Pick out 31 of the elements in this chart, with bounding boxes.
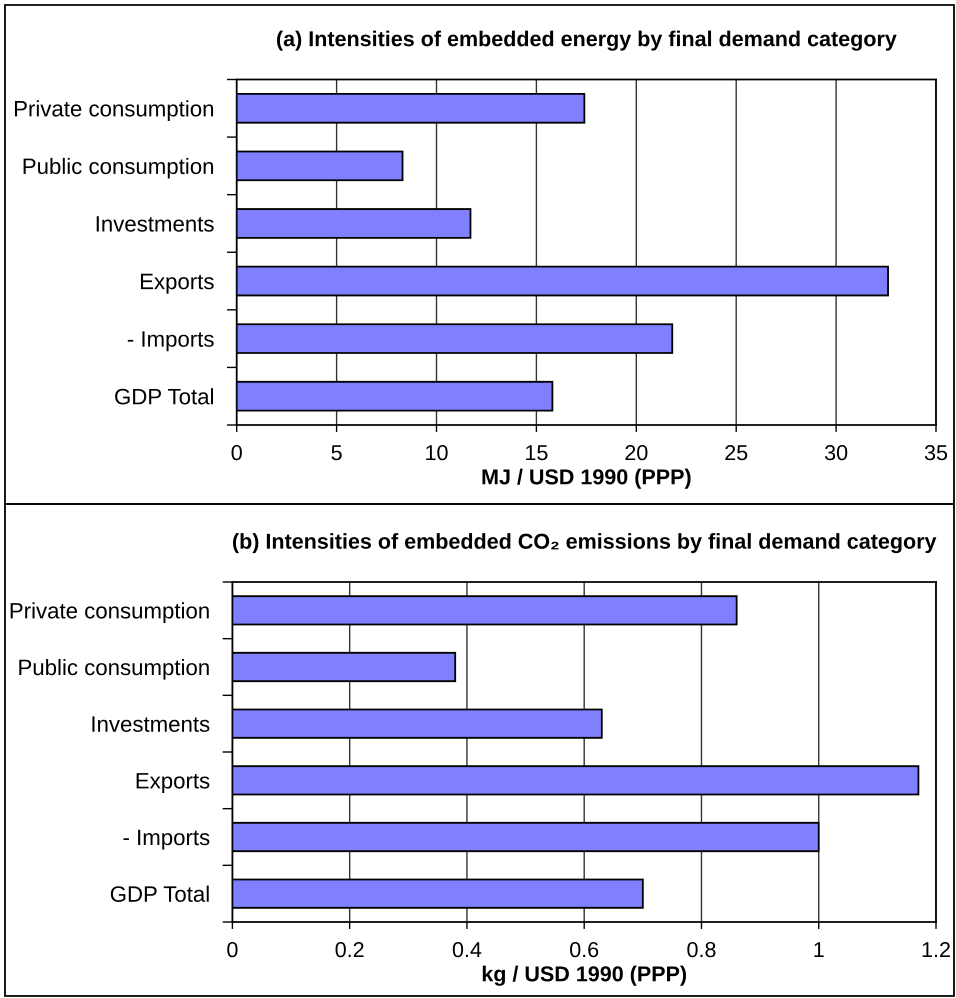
- y-tick-label: - Imports: [128, 331, 214, 352]
- y-tick-label: Private consumption: [14, 100, 214, 121]
- y-tick-label: GDP Total: [115, 388, 213, 404]
- x-tick-label: 0.4: [452, 942, 482, 958]
- y-tick-label: Exports: [136, 773, 210, 793]
- x-tick-label: 30: [824, 445, 848, 460]
- x-tick-label: 20: [625, 445, 648, 460]
- x-tick-label: 5: [331, 445, 342, 460]
- x-tick-label: 0.6: [570, 942, 598, 958]
- y-tick-label: Public consumption: [19, 658, 209, 680]
- x-tick-label: 0: [227, 942, 238, 958]
- y-tick-label: Investments: [92, 716, 210, 732]
- x-axis-title: kg / USD 1990 (PPP): [482, 966, 686, 986]
- x-tick-label: 1: [814, 942, 824, 958]
- x-tick-label: 0.8: [687, 942, 716, 958]
- y-tick-label: Investments: [96, 216, 214, 232]
- x-tick-label: 0.2: [336, 942, 364, 958]
- y-tick-label: Public consumption: [24, 158, 214, 179]
- chart-title: (b) Intensities of embedded CO₂ emissions by final demand category: [233, 533, 936, 554]
- x-tick-label: 1.2: [922, 942, 950, 958]
- x-tick-label: 0: [232, 445, 242, 460]
- y-tick-label: - Imports: [124, 830, 210, 850]
- x-tick-label: 25: [725, 445, 748, 460]
- x-tick-label: 15: [526, 445, 548, 460]
- x-tick-label: 10: [426, 445, 448, 460]
- y-tick-label: Exports: [140, 274, 214, 294]
- chart-title: (a) Intensities of embedded energy by final demand category: [277, 30, 897, 51]
- y-tick-label: Private consumption: [10, 602, 209, 623]
- x-axis-title: MJ / USD 1990 (PPP): [482, 468, 691, 489]
- y-tick-label: GDP Total: [110, 886, 209, 902]
- x-tick-label: 35: [924, 445, 948, 460]
